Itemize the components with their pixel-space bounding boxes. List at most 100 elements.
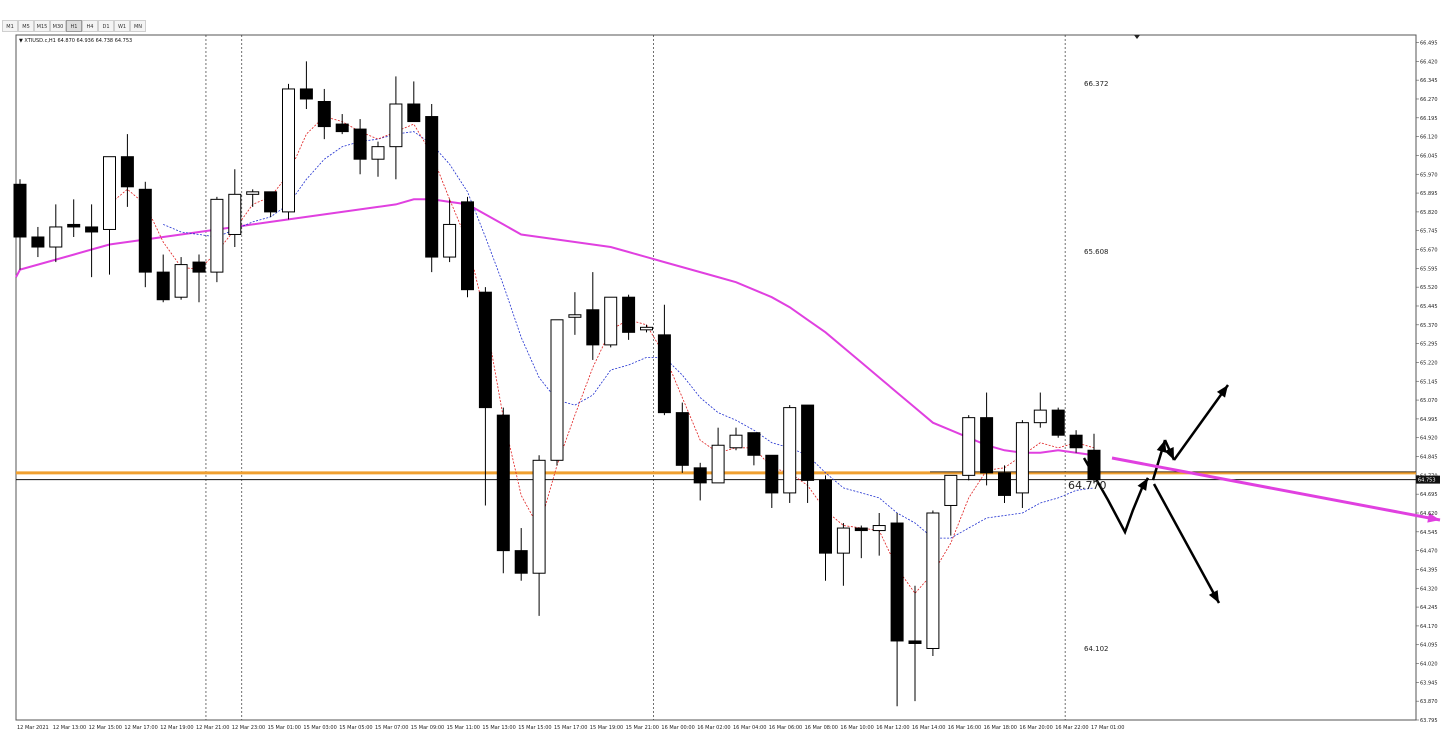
candle[interactable] <box>872 512 886 556</box>
y-tick-label: 64.095 <box>1420 643 1438 649</box>
zigzag-arrow[interactable] <box>1137 477 1150 491</box>
candle[interactable] <box>693 462 707 501</box>
candle[interactable] <box>103 156 116 275</box>
candle[interactable] <box>1051 407 1065 438</box>
candle[interactable] <box>890 512 904 707</box>
candle[interactable] <box>425 104 439 273</box>
candle[interactable] <box>31 226 45 258</box>
chart-shift-marker-icon[interactable] <box>1134 35 1140 39</box>
candle[interactable] <box>1033 392 1047 428</box>
y-tick-label: 65.595 <box>1420 266 1438 272</box>
bull-candle-body <box>783 407 797 494</box>
price-tag: 64.753 <box>1418 478 1436 484</box>
candle[interactable] <box>640 324 653 333</box>
down-arrow-long[interactable] <box>1152 483 1221 604</box>
candle[interactable] <box>120 134 134 207</box>
candle[interactable] <box>264 191 278 217</box>
candle[interactable] <box>282 83 295 220</box>
candle[interactable] <box>478 287 492 506</box>
bull-candle-body <box>1015 422 1029 494</box>
x-tick-label: 15 Mar 21:00 <box>626 725 659 731</box>
candle[interactable] <box>836 523 850 586</box>
candle[interactable] <box>926 510 940 657</box>
symbol-info: ▼ XTIUSD.c,H1 64.870 64.936 64.738 64.75… <box>19 38 132 44</box>
candle[interactable] <box>944 474 958 536</box>
candle[interactable] <box>192 254 206 303</box>
candle[interactable] <box>514 528 528 581</box>
candle[interactable] <box>353 119 367 175</box>
candle[interactable] <box>174 257 188 300</box>
candle[interactable] <box>622 294 636 340</box>
candle[interactable] <box>998 465 1011 503</box>
trend-arrow[interactable] <box>1111 456 1441 523</box>
candle[interactable] <box>317 88 331 140</box>
candle[interactable] <box>604 296 618 348</box>
timeframe-h1[interactable]: H1 <box>66 20 82 32</box>
candle[interactable] <box>210 196 224 283</box>
candle[interactable] <box>496 407 510 574</box>
candle[interactable] <box>299 61 313 110</box>
candle[interactable] <box>980 392 994 486</box>
x-tick-label: 15 Mar 19:00 <box>590 725 623 731</box>
bull-candle-body <box>550 319 564 461</box>
candle[interactable] <box>783 405 797 503</box>
x-tick-label: 15 Mar 07:00 <box>375 725 408 731</box>
candle[interactable] <box>819 475 832 581</box>
candle[interactable] <box>335 114 349 135</box>
candle[interactable] <box>765 454 779 508</box>
timeframe-m30[interactable]: M30 <box>50 20 66 32</box>
candle[interactable] <box>443 199 457 263</box>
candle[interactable] <box>228 169 242 248</box>
candle[interactable] <box>1069 430 1083 453</box>
up-arrow-long[interactable] <box>1172 384 1230 461</box>
bull-candle-body <box>962 417 976 476</box>
y-tick-label: 66.045 <box>1420 153 1438 159</box>
candle[interactable] <box>461 196 474 298</box>
candle[interactable] <box>67 199 81 237</box>
pullback-arrow[interactable] <box>1163 439 1176 461</box>
candle[interactable] <box>371 141 385 177</box>
candle[interactable] <box>138 181 152 288</box>
candle[interactable] <box>908 585 922 702</box>
candle[interactable] <box>801 404 815 503</box>
timeframe-m5[interactable]: M5 <box>18 20 34 32</box>
candle[interactable] <box>532 455 546 616</box>
candle[interactable] <box>156 254 170 303</box>
candle[interactable] <box>85 204 99 278</box>
y-tick-label: 64.545 <box>1420 530 1438 536</box>
bull-candle-body <box>443 223 457 258</box>
bear-candle-body <box>1051 409 1065 436</box>
candle[interactable] <box>729 427 743 451</box>
bear-candle-body <box>496 414 510 552</box>
candle[interactable] <box>962 415 976 481</box>
y-tick-label: 64.320 <box>1420 586 1438 592</box>
timeframe-mn[interactable]: MN <box>130 20 146 32</box>
candle[interactable] <box>675 402 689 473</box>
candle[interactable] <box>13 179 27 270</box>
timeframe-d1[interactable]: D1 <box>98 20 114 32</box>
timeframe-h4[interactable]: H4 <box>82 20 98 32</box>
candle[interactable] <box>407 81 421 123</box>
timeframe-m15[interactable]: M15 <box>34 20 50 32</box>
candle[interactable] <box>657 304 671 416</box>
x-tick-label: 15 Mar 15:00 <box>518 725 551 731</box>
bear-candle-body <box>586 309 600 346</box>
candle[interactable] <box>246 189 260 207</box>
candle[interactable] <box>550 319 564 466</box>
timeframe-w1[interactable]: W1 <box>114 20 130 32</box>
candle[interactable] <box>49 204 63 263</box>
candle[interactable] <box>389 76 403 180</box>
up-arrow-short[interactable] <box>1151 439 1167 481</box>
candle[interactable] <box>854 525 868 559</box>
bull-candle-body <box>246 191 260 195</box>
candle[interactable] <box>586 272 600 360</box>
candle[interactable] <box>747 432 761 466</box>
y-tick-label: 65.820 <box>1420 210 1438 216</box>
bull-candle-body <box>604 296 618 346</box>
candle[interactable] <box>1015 420 1029 508</box>
timeframe-m1[interactable]: M1 <box>2 20 18 32</box>
bull-candle-body <box>103 156 116 230</box>
candle[interactable] <box>568 292 582 335</box>
candle[interactable] <box>711 427 725 484</box>
